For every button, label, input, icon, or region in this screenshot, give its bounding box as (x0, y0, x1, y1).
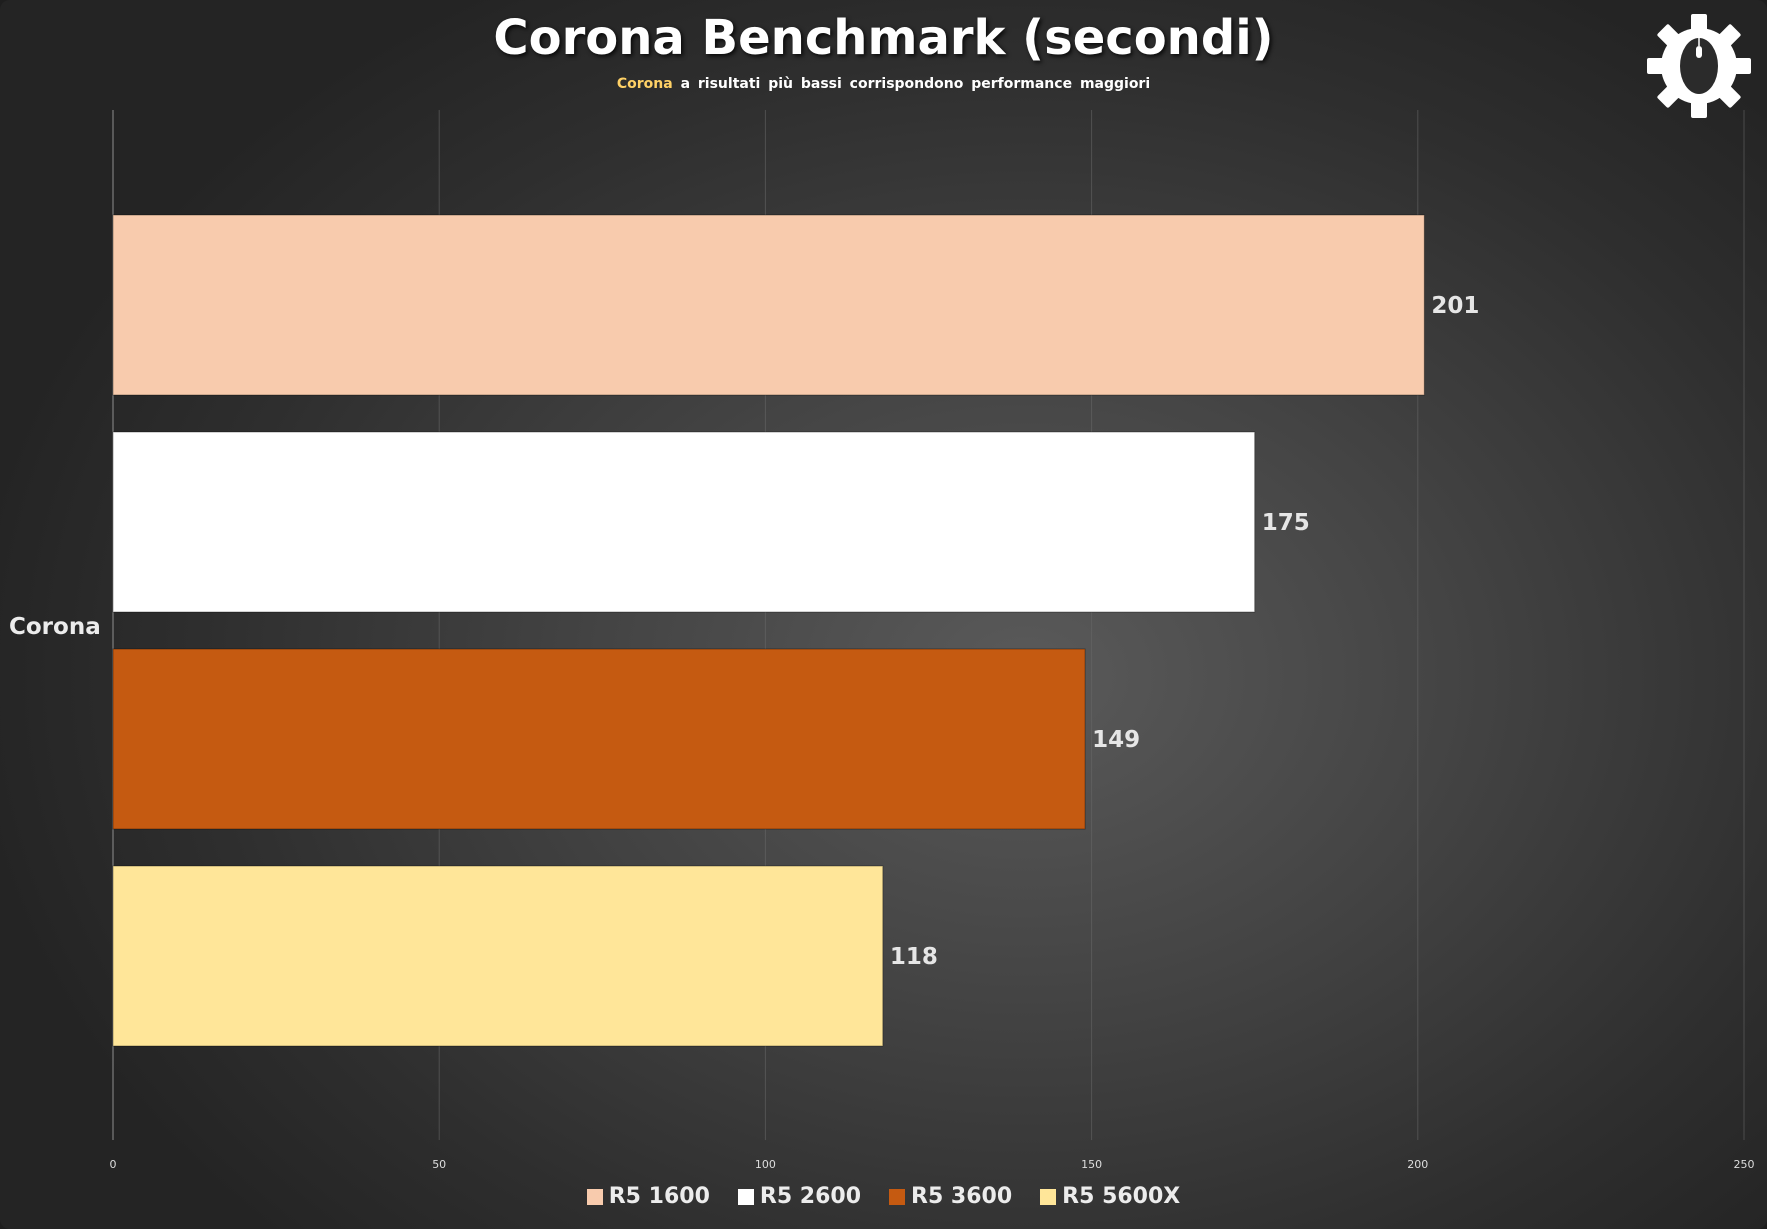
legend-swatch (889, 1188, 906, 1205)
legend-label: R5 3600 (911, 1184, 1013, 1209)
legend-label: R5 1600 (608, 1184, 710, 1209)
x-tick-label: 200 (1407, 1158, 1428, 1171)
gear-mouse-icon (1645, 12, 1753, 120)
legend: R5 1600 R5 2600 R5 3600 R5 5600X (0, 1184, 1767, 1209)
data-label: 118 (890, 944, 938, 970)
subtitle-text: a risultati più bassi corrispondono perf… (680, 76, 1151, 92)
legend-item: R5 1600 (586, 1184, 710, 1209)
data-label: 175 (1262, 510, 1310, 536)
legend-item: R5 2600 (737, 1184, 862, 1209)
legend-item: R5 3600 (889, 1184, 1012, 1209)
category-label: Corona (9, 614, 101, 640)
legend-label: R5 5600X (1062, 1184, 1181, 1209)
x-tick-label: 250 (1734, 1158, 1755, 1171)
data-label: 201 (1431, 293, 1479, 319)
bar (112, 431, 1256, 613)
chart-title: Corona Benchmark (secondi) (493, 10, 1274, 66)
x-tick-label: 150 (1081, 1158, 1102, 1171)
data-label: 149 (1092, 727, 1140, 753)
bar (112, 214, 1425, 396)
chart-subtitle: Corona a risultati più bassi corrispondo… (0, 76, 1767, 92)
legend-label: R5 2600 (759, 1184, 862, 1209)
subtitle-highlight: Corona (616, 76, 673, 92)
x-tick-label: 0 (110, 1158, 117, 1171)
x-tick-label: 100 (755, 1158, 776, 1171)
legend-swatch (1040, 1188, 1057, 1205)
legend-item: R5 5600X (1040, 1184, 1180, 1209)
legend-swatch (737, 1188, 754, 1205)
bar (112, 648, 1086, 830)
x-tick-label: 50 (432, 1158, 446, 1171)
bar (112, 865, 884, 1047)
legend-swatch (586, 1188, 603, 1205)
